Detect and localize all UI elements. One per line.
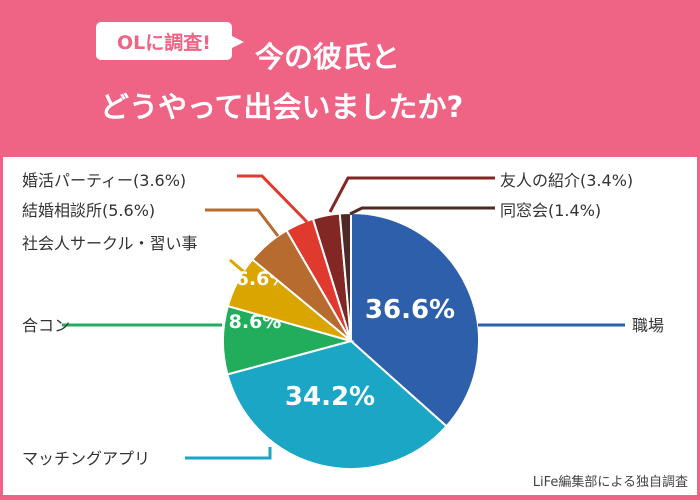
slice-label: 同窓会(1.4%): [500, 201, 601, 220]
title-line-1: 今の彼氏と: [255, 40, 401, 74]
title-line-2: どうやって出会いましたか?: [100, 90, 464, 124]
slice-label: 合コン: [22, 316, 70, 335]
slice-label: 友人の紹介(3.4%): [500, 171, 633, 190]
slice-label: 社会人サークル・習い事: [22, 234, 198, 253]
pie-slice: [226, 339, 448, 470]
leader-line: [185, 447, 272, 460]
slice-label: 結婚相談所(5.6%): [22, 201, 155, 220]
pie-slice: [350, 211, 480, 428]
survey-badge: OLに調査!: [96, 22, 244, 60]
slice-label: 婚活パーティー(3.6%): [22, 171, 186, 190]
leader-line: [229, 258, 245, 274]
slice-value-label: 34.2%: [285, 382, 375, 412]
leader-line: [205, 208, 280, 237]
leader-line: [349, 206, 495, 216]
credit: LiFe編集部による独自調査: [532, 475, 688, 490]
slice-label: マッチングアプリ: [22, 449, 150, 468]
leader-line: [237, 174, 309, 224]
slice-value-label: 36.6%: [365, 295, 455, 325]
slice-label: 職場: [632, 316, 664, 335]
leader-line: [328, 176, 495, 213]
